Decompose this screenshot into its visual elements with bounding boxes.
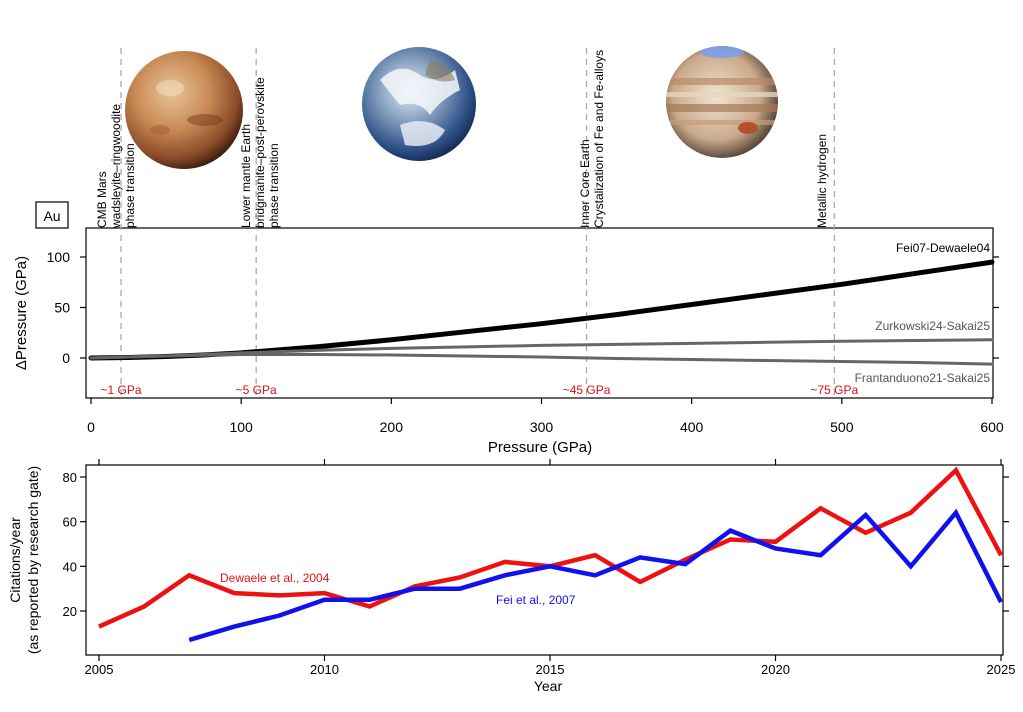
x-tick-label: 600: [980, 419, 1004, 435]
y-tick-label: 40: [63, 559, 77, 574]
vertical-marker-label: phase transition: [123, 143, 137, 228]
bottom-x-axis-label: Year: [534, 678, 563, 694]
x-tick-label: 500: [830, 419, 854, 435]
top-panel-label: Au: [43, 208, 60, 224]
x-tick-label: 300: [530, 419, 554, 435]
y-tick-label: 20: [63, 604, 77, 619]
top-y-ticks: 0 50 100: [47, 249, 999, 366]
top-x-axis-label: Pressure (GPa): [488, 439, 592, 456]
x-tick-label: 2020: [761, 662, 790, 677]
mars-image: [125, 51, 243, 169]
x-tick-label: 400: [680, 419, 704, 435]
top-vertical-markers: CMB Mars wadsleyite–ringwoodite phase tran…: [95, 48, 859, 398]
series-line-frantanduono21-sakai25: [89, 353, 994, 366]
top-x-ticks: 0 100 200 300 400 500 600: [87, 398, 1004, 435]
bottom-y-ticks: 20 40 60 80: [63, 470, 1009, 619]
series-line-zurkowski24-sakai25: [89, 338, 994, 360]
series-line-fei07-dewaele04: [88, 259, 995, 361]
x-tick-label: 2010: [310, 662, 339, 677]
y-tick-label: 60: [63, 515, 77, 530]
vertical-marker-label: Lower mantle Earth: [239, 124, 253, 228]
bottom-y-axis-label-line-2: (as reported by research gate): [25, 466, 41, 654]
top-series-labels: Fei07-Dewaele04 Zurkowski24-Sakai25 Franta…: [855, 241, 991, 385]
series-label: Zurkowski24-Sakai25: [875, 319, 990, 333]
series-label: Fei et al., 2007: [496, 593, 576, 607]
series-label: Fei07-Dewaele04: [896, 241, 990, 255]
earth-image: [362, 47, 476, 161]
y-tick-label: 50: [54, 300, 70, 316]
pressure-label: ~1 GPa: [101, 383, 142, 397]
vertical-marker-label: Inner Core Earth: [578, 139, 592, 228]
y-tick-label: 80: [63, 470, 77, 485]
x-tick-label: 0: [87, 419, 95, 435]
bottom-x-ticks: 2005 2010 2015 2020 2025: [85, 459, 1016, 677]
vertical-marker-label: wadsleyite–ringwoodite: [109, 104, 123, 229]
vertical-marker-label: bridgmanite–post-perovskite: [253, 77, 267, 228]
bottom-panel: 2005 2010 2015 2020 2025 20 40 60 80 Year Citat…: [7, 459, 1015, 694]
x-tick-label: 100: [229, 419, 253, 435]
top-series-group: [88, 259, 995, 366]
planet-images: [125, 46, 778, 169]
top-plot-frame: [85, 227, 994, 399]
bottom-series-group: [98, 466, 1004, 643]
x-tick-label: 2005: [85, 662, 114, 677]
pressure-label: ~75 GPa: [810, 383, 858, 397]
vertical-marker-label: Crystalization of Fe and Fe-alloys: [592, 50, 606, 228]
pressure-label: ~5 GPa: [236, 383, 277, 397]
x-tick-label: 2025: [987, 662, 1016, 677]
vertical-marker-label: phase transition: [267, 143, 281, 228]
jupiter-image: [666, 46, 778, 158]
vertical-marker-label: Metallic hydrogen: [815, 134, 829, 228]
series-line-fei et al., 2007: [188, 508, 1004, 643]
y-tick-label: 0: [62, 350, 70, 366]
bottom-y-axis-label: Citations/year (as reported by research …: [7, 466, 41, 654]
top-panel: Au CMB Mars wadsleyite–ringwoodite phase t…: [13, 48, 1004, 456]
bottom-series-labels: Dewaele et al., 2004 Fei et al., 2007: [220, 571, 576, 607]
y-tick-label: 100: [47, 249, 71, 265]
top-panel-label-box: Au: [35, 201, 69, 229]
x-tick-label: 2015: [536, 662, 565, 677]
x-tick-label: 200: [380, 419, 404, 435]
vertical-marker-label: CMB Mars: [95, 171, 109, 228]
top-y-axis-label: ΔPressure (GPa): [13, 256, 30, 370]
bottom-y-axis-label-line-1: Citations/year: [7, 517, 23, 603]
bottom-plot-frame: [85, 464, 1004, 656]
pressure-label: ~45 GPa: [563, 383, 611, 397]
series-label: Dewaele et al., 2004: [220, 571, 330, 585]
series-label: Frantanduono21-Sakai25: [855, 371, 991, 385]
